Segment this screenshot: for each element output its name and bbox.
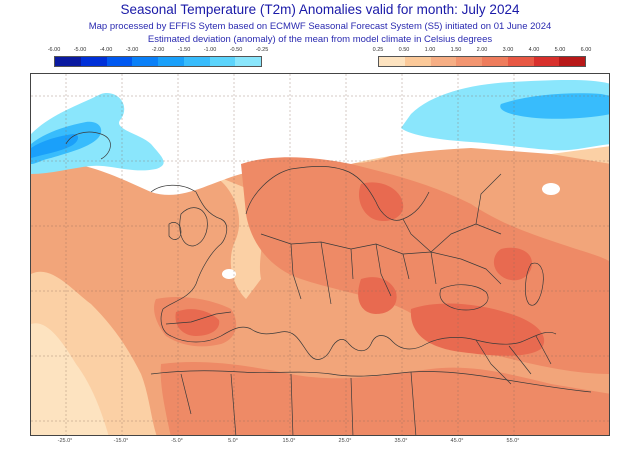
cold-scale-label: -4.00 — [99, 47, 113, 53]
cold-scale-label: -3.00 — [125, 47, 139, 53]
bottom-longitude-tick: 5.0° — [228, 438, 238, 444]
hot-anomaly-region-anatolia — [410, 303, 545, 356]
cold-scale-label: -0.50 — [229, 47, 243, 53]
coastline-uk — [179, 207, 208, 247]
coastlines-and-borders — [65, 131, 592, 435]
anomaly-map-canvas — [31, 74, 609, 435]
cold-scale-swatch — [80, 57, 107, 66]
cold-anomaly-peak-greenland — [31, 134, 79, 158]
warm-scale-swatch — [507, 57, 534, 66]
warm-scale-swatch — [482, 57, 508, 66]
coastline-europe — [65, 131, 557, 360]
warm-anomaly-region-north-africa — [160, 362, 609, 435]
warm-scale-label: 2.00 — [476, 47, 488, 53]
bottom-longitude-tick: -25.0° — [57, 438, 73, 444]
bottom-longitude-tick: 25.0° — [338, 438, 352, 444]
warm-scale-swatch — [533, 57, 560, 66]
map-subtitle-processing: Map processed by EFFIS Sytem based on EC… — [88, 21, 552, 32]
warm-scale-label: 1.50 — [450, 47, 462, 53]
border-east — [402, 173, 502, 285]
coastline-africa — [150, 370, 592, 393]
cold-anomaly-core-barents — [500, 93, 609, 119]
warm-scale-label: 1.00 — [424, 47, 436, 53]
warm-scale-swatch — [559, 57, 585, 66]
anomaly-map[interactable] — [30, 73, 610, 436]
cold-scale-swatch — [55, 57, 81, 66]
cold-scale-label: -6.00 — [47, 47, 61, 53]
map-subtitle-description: Estimated deviation (anomaly) of the mea… — [147, 34, 493, 45]
coastline-caspian — [525, 262, 544, 306]
cold-scale-swatch — [132, 57, 158, 66]
cold-scale-label: -5.00 — [73, 47, 87, 53]
border-iberia — [165, 311, 232, 325]
bottom-longitude-tick: -15.0° — [113, 438, 129, 444]
bottom-longitude-tick: 35.0° — [394, 438, 408, 444]
warm-scale-label: 5.00 — [554, 47, 566, 53]
map-title: Seasonal Temperature (T2m) Anomalies val… — [120, 2, 520, 17]
cold-scale-swatch — [158, 57, 184, 66]
warm-scale-label: 3.00 — [502, 47, 514, 53]
warm-scale-label: 0.50 — [398, 47, 410, 53]
bottom-longitude-tick: -5.0° — [171, 438, 183, 444]
coastline-ireland — [168, 222, 182, 240]
border-middle-east — [475, 335, 552, 385]
warm-scale-swatch — [379, 57, 405, 66]
cold-scale-swatch — [183, 57, 210, 66]
cold-scale-label: -1.00 — [203, 47, 217, 53]
graticule-lines — [31, 74, 609, 435]
cold-scale-label: -1.50 — [177, 47, 191, 53]
hot-anomaly-region-balkans — [358, 277, 397, 314]
cold-scale-swatch — [106, 57, 133, 66]
pale-anomaly-region-atlantic — [31, 323, 109, 435]
coastline-scandinavia — [245, 166, 430, 221]
warm-scale-label: 4.00 — [528, 47, 540, 53]
cold-scale-label: -2.00 — [151, 47, 165, 53]
warm-anomaly-colorbar: 0.25 0.50 1.00 1.50 2.00 3.00 4.00 5.00 6.00 — [373, 47, 591, 69]
cold-anomaly-colorbar: -6.00 -5.00 -4.00 -3.00 -2.00 -1.50 -1.00 -0.50… — [48, 47, 268, 69]
warm-scale-label: 6.00 — [580, 47, 592, 53]
warm-scale-swatch — [456, 57, 482, 66]
border-central — [260, 233, 462, 305]
warm-scale-swatch — [404, 57, 431, 66]
cold-scale-swatch — [209, 57, 236, 66]
bottom-longitude-tick: 45.0° — [450, 438, 464, 444]
white-patch-alps — [222, 269, 236, 279]
border-africa — [180, 371, 417, 435]
warm-scale-label: 0.25 — [372, 47, 384, 53]
hot-anomaly-region-iberia — [175, 309, 220, 336]
coastline-black-sea — [439, 284, 489, 311]
cold-scale-swatch — [235, 57, 261, 66]
bottom-longitude-tick: 55.0° — [506, 438, 520, 444]
bottom-longitude-tick: 15.0° — [282, 438, 296, 444]
white-patch-ural — [542, 183, 560, 195]
hot-anomaly-region-caucasus — [493, 247, 532, 281]
cold-scale-label: -0.25 — [255, 47, 269, 53]
warm-scale-swatch — [430, 57, 457, 66]
